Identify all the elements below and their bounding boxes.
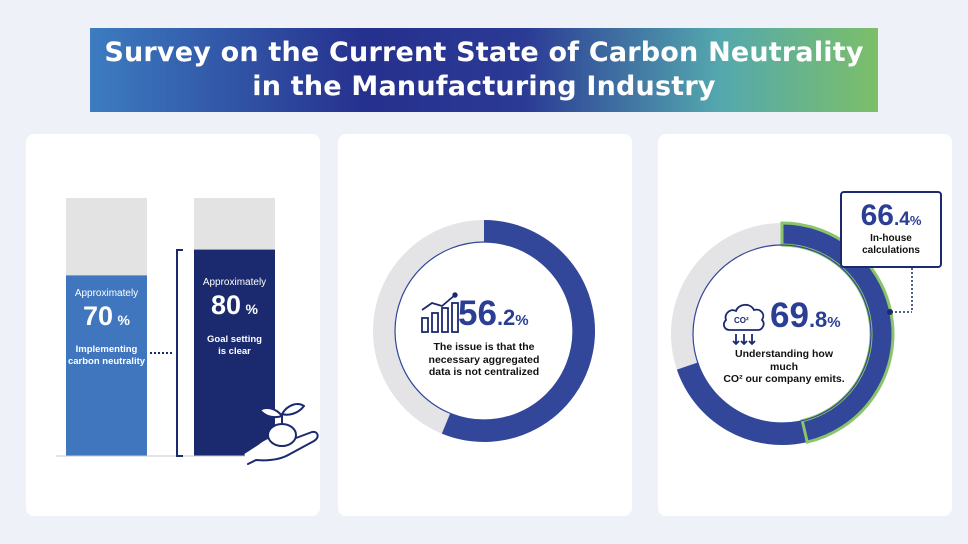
callout-value: 66.4% [842,199,940,233]
bar-2-caption-line-1: Goal setting [207,334,262,345]
bar-2-caption: Goal setting is clear [190,334,279,358]
donut-card-data-centralization: 56.2% The issue is that the necessary ag… [338,134,632,516]
callout-caption-line-1: In-house [870,233,912,244]
donut-2-caption-line-2: CO² our company emits. [723,373,845,385]
bar-goal-setting [194,249,275,456]
bar-1-number: 70 [83,301,114,331]
hand-sprout-icon [243,403,319,465]
donut-1-value-decimal: .2 [496,305,516,330]
bar-1-caption: Implementing carbon neutrality [62,344,151,368]
bar-2-prefix: Approximately [202,277,267,288]
donut-2-value: 69.8% [770,296,841,336]
bar-chart-icon [421,292,459,333]
callout-caption-line-2: calculations [862,245,920,256]
callout-value-unit: % [909,213,922,228]
title-line-2: in the Manufacturing Industry [252,71,716,102]
title-banner: Survey on the Current State of Carbon Ne… [90,28,878,112]
donut-2-inner-edge [692,244,872,424]
donut-2-value-decimal: .8 [808,307,828,332]
callout-caption: In-house calculations [842,233,940,257]
donut-1-value: 56.2% [458,294,529,334]
donut-1-caption-line-3: data is not centralized [428,366,540,378]
co2-cloud-icon [723,303,765,346]
donut-1-inner-edge [394,241,574,421]
donut-card-co2-understanding: CO² 69.8% Understanding how much CO² our… [658,134,952,516]
donut-1-value-arc [441,220,595,442]
donut-1-caption-line-1: The issue is that the [433,341,535,353]
title-line-1: Survey on the Current State of Carbon Ne… [104,37,864,68]
bracket [176,249,183,457]
bar-2-number: 80 [211,290,242,320]
bar-1-label: Approximately 70 % [66,288,147,332]
bar-1-prefix: Approximately [74,288,139,299]
bar-chart [56,198,319,465]
bar-1-unit: % [117,312,130,328]
donut-1-value-unit: % [515,312,529,329]
callout-value-whole: 66 [860,199,894,232]
donut-1-caption: The issue is that the necessary aggregat… [414,341,554,379]
donut-1-value-whole: 56 [458,294,497,333]
donut-1-caption-line-2: necessary aggregated [428,353,540,366]
donut-chart-1 [373,220,595,442]
bar-chart-card: Approximately 70 % Implementing carbon n… [26,134,320,516]
bar-2-label: Approximately 80 % [194,277,275,321]
callout-dot [887,309,893,315]
bar-2-caption-line-2: is clear [218,346,251,357]
callout-value-decimal: .4 [893,209,910,230]
bar-1-caption-line-2: carbon neutrality [67,356,146,367]
co2-icon-label: CO² [734,316,749,325]
donut-2-caption: Understanding how much CO² our company e… [722,348,846,386]
donut-2-caption-line-1: Understanding how much [735,348,833,373]
donut-2-value-unit: % [827,314,841,331]
bar-2-unit: % [245,301,258,317]
donut-2-value-whole: 69 [770,296,809,335]
bar-implementing [66,275,147,456]
callout-box: 66.4% In-house calculations [840,191,942,268]
bar-1-caption-line-1: Implementing [75,344,138,355]
